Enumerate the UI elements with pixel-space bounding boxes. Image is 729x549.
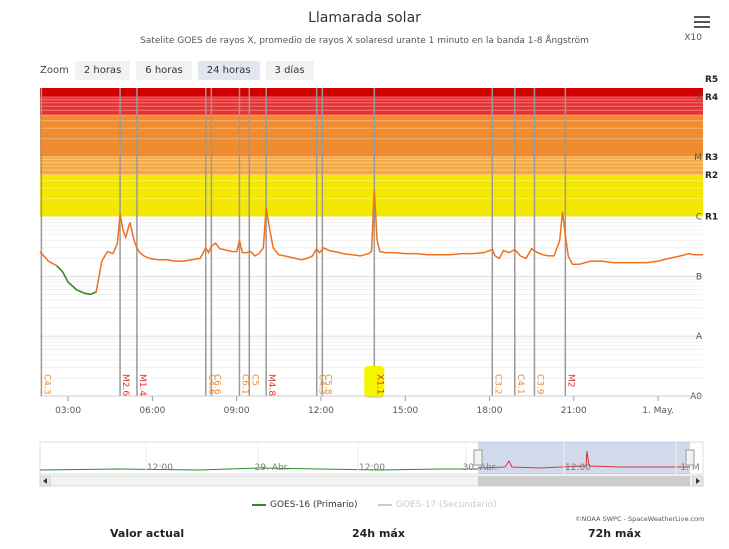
navigator-scrollbar-thumb: [478, 476, 690, 486]
zoom-24h-button[interactable]: 24 horas: [197, 61, 260, 80]
max-72h-label: 72h máx: [588, 527, 641, 540]
navigator-selection: [478, 442, 690, 474]
band-r4: [40, 96, 703, 115]
flare-label: M4.8: [266, 374, 276, 396]
zoom-3d-button[interactable]: 3 días: [265, 61, 314, 80]
flare-label: M1.4: [137, 374, 147, 396]
band-r1: [40, 156, 703, 217]
x-axis-label: 06:00: [139, 406, 165, 416]
chart-subtitle: Satelite GOES de rayos X, promedio de ra…: [140, 36, 589, 46]
chart-title: Llamarada solar: [308, 10, 421, 26]
radio-blackout-label: R5: [705, 75, 718, 85]
current-value-label: Valor actual: [110, 527, 185, 540]
radio-blackout-label: R3: [705, 153, 718, 163]
flare-label: C3.9: [534, 374, 544, 395]
radio-blackout-label: R1: [705, 213, 718, 223]
flare-label: C4.6: [206, 374, 216, 395]
scroll-right-button: [692, 475, 704, 487]
y-axis-label: A0: [690, 392, 702, 402]
legend-label-goes16: GOES-16 (Primario): [270, 500, 358, 510]
scroll-left-button: [39, 475, 51, 487]
navigator-label: 30. Abr.: [463, 463, 498, 473]
band-r3: [40, 96, 703, 157]
flare-label: C4.1: [515, 374, 525, 395]
scroll-left-icon: [43, 478, 47, 484]
y-axis-label: B: [696, 272, 702, 282]
flare-label: M2.6: [120, 374, 130, 396]
x-axis-label: 15:00: [392, 406, 418, 416]
y-axis-label: C: [696, 213, 702, 223]
x-axis-label: 18:00: [477, 406, 503, 416]
legend-swatch-icon: [252, 504, 266, 506]
flare-label: C5.8: [322, 374, 332, 395]
navigator-label: 1. M: [680, 463, 699, 473]
y-axis-label: X: [696, 93, 702, 103]
flare-label: C6.6: [211, 374, 221, 395]
x-axis-label: 1. May.: [642, 406, 674, 416]
navigator-label: 29. Abr.: [255, 463, 290, 473]
band-r2: [40, 156, 703, 175]
y-axis-label: A: [696, 332, 703, 342]
x-axis-label: 12:00: [308, 406, 334, 416]
navigator-scrollbar-track: [39, 475, 704, 487]
flare-label: C4.3: [41, 374, 51, 395]
flare-label: M2: [565, 374, 575, 388]
legend-item-goes16[interactable]: GOES-16 (Primario): [252, 500, 358, 510]
x-axis-label: 21:00: [561, 406, 587, 416]
goes16-series-segment: [56, 265, 97, 296]
hamburger-menu-icon[interactable]: [694, 16, 710, 30]
navigator-label: 12:00: [147, 463, 173, 473]
navigator-label: 12:00: [359, 463, 385, 473]
radio-blackout-label: R2: [705, 171, 718, 181]
flare-label: C3.2: [492, 374, 502, 395]
zoom-bar: Zoom 2 horas 6 horas 24 horas 3 días: [40, 61, 320, 80]
x-axis-label: 03:00: [55, 406, 81, 416]
navigator-handle-icon: [685, 449, 695, 466]
zoom-6h-button[interactable]: 6 horas: [136, 61, 192, 80]
navigator-handle-icon: [473, 449, 483, 466]
flare-label: X1.1: [374, 374, 384, 394]
scroll-right-icon: [696, 478, 700, 484]
flare-label: C6.1: [239, 374, 249, 395]
zoom-2h-button[interactable]: 2 horas: [74, 61, 131, 80]
navigator-series-old: [39, 467, 478, 471]
flare-highlight-box: [364, 366, 385, 398]
x-axis-label: 09:00: [224, 406, 250, 416]
navigator-label: 12:00: [565, 463, 591, 473]
credit-text[interactable]: ©NOAA SWPC - SpaceWeatherLive.com: [575, 515, 705, 523]
goes16-series-line: [39, 189, 703, 296]
flare-label: C4.3: [317, 374, 327, 395]
band-r5: [40, 88, 703, 97]
flare-label: C5: [249, 374, 259, 386]
legend-swatch-icon: [378, 504, 392, 506]
radio-blackout-label: R4: [705, 93, 718, 103]
max-24h-label: 24h máx: [352, 527, 405, 540]
zoom-label: Zoom: [40, 65, 69, 76]
legend-label-goes17: GOES-17 (Secundario): [396, 500, 497, 510]
navigator-frame: [39, 441, 704, 475]
navigator-series-recent: [477, 450, 690, 469]
legend-item-goes17[interactable]: GOES-17 (Secundario): [378, 500, 497, 510]
y-axis-label: M: [694, 153, 702, 163]
